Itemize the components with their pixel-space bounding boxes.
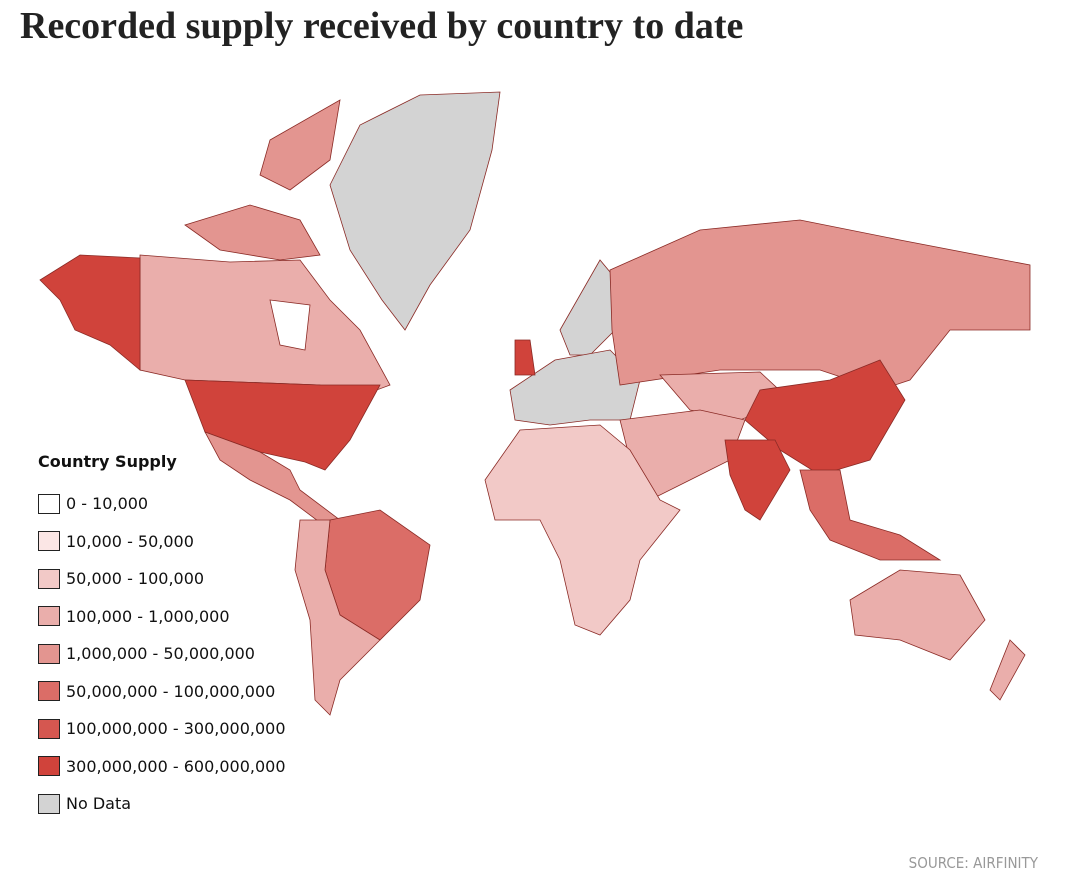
legend-swatch	[38, 606, 60, 627]
southeast-asia	[799, 469, 942, 561]
source: SOURCE: AIRFINITY	[908, 854, 1038, 872]
legend-label: 1,000,000 - 50,000,000	[66, 644, 255, 664]
legend-label: 50,000,000 - 100,000,000	[66, 681, 276, 701]
canada-islands	[259, 99, 341, 191]
legend-item: 100,000,000 - 300,000,000	[38, 710, 286, 748]
china	[744, 359, 906, 476]
india	[724, 439, 791, 521]
legend-item: 1,000,000 - 50,000,000	[38, 635, 286, 673]
uk	[514, 339, 536, 376]
legend-item: 50,000 - 100,000	[38, 560, 286, 598]
legend-label: 0 - 10,000	[66, 494, 149, 514]
legend-label: 300,000,000 - 600,000,000	[66, 756, 286, 776]
new-zealand	[989, 639, 1026, 701]
legend-swatch	[38, 681, 60, 702]
legend-item: 100,000 - 1,000,000	[38, 598, 286, 636]
canada-islands	[184, 204, 321, 261]
legend-label: 50,000 - 100,000	[66, 569, 205, 589]
legend-swatch	[38, 793, 60, 814]
legend-label: 10,000 - 50,000	[66, 531, 194, 551]
legend-swatch	[38, 493, 60, 514]
legend-label: No Data	[66, 794, 132, 814]
hudson-bay	[269, 299, 311, 351]
legend-swatch	[38, 756, 60, 777]
legend-swatch	[38, 718, 60, 739]
greenland	[329, 91, 501, 331]
legend-label: 100,000 - 1,000,000	[66, 606, 230, 626]
legend-item: 0 - 10,000	[38, 485, 286, 523]
legend-swatch	[38, 643, 60, 664]
legend-item: 10,000 - 50,000	[38, 523, 286, 561]
south-america	[294, 519, 381, 716]
legend-item: 300,000,000 - 600,000,000	[38, 748, 286, 786]
russia	[609, 219, 1031, 391]
legend-title: Country Supply	[38, 452, 177, 471]
legend-swatch	[38, 568, 60, 589]
legend-item: No Data	[38, 785, 286, 823]
legend-label: 100,000,000 - 300,000,000	[66, 719, 286, 739]
alaska	[39, 254, 141, 371]
canada	[139, 254, 391, 401]
australia	[849, 569, 986, 661]
title: Recorded supply received by country to d…	[20, 5, 744, 47]
africa	[484, 424, 681, 636]
legend: Country Supply 0 - 10,000 10,000 - 50,000…	[38, 452, 286, 823]
legend-item: 50,000,000 - 100,000,000	[38, 673, 286, 711]
legend-swatch	[38, 531, 60, 552]
